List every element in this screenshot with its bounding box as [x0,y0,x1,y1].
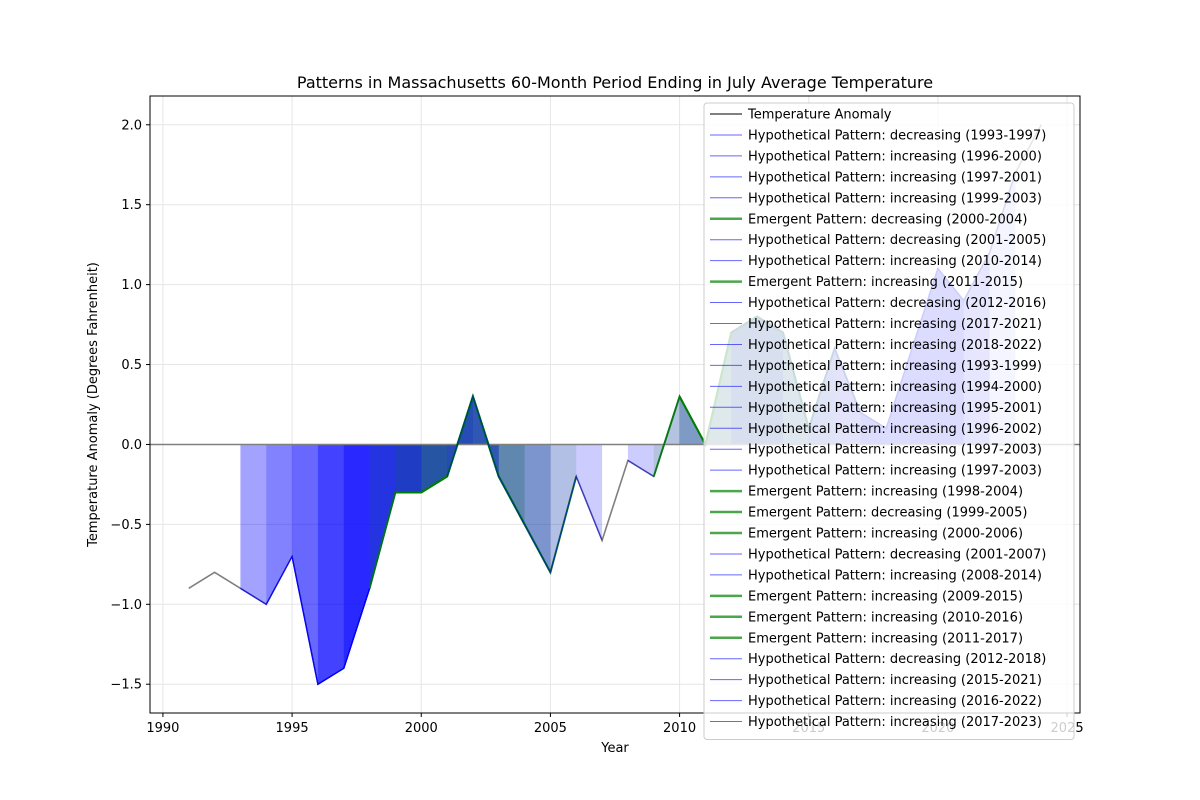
legend-label: Hypothetical Pattern: increasing (2017-2… [748,317,1042,332]
legend-label: Hypothetical Pattern: increasing (2017-2… [748,715,1042,730]
chart-title: Patterns in Massachusetts 60-Month Perio… [297,73,933,92]
emergent-pattern-fill [395,396,551,573]
legend-label: Hypothetical Pattern: increasing (2015-2… [748,673,1042,688]
legend-label: Temperature Anomaly [747,108,892,123]
legend-box [703,102,1075,740]
legend-label: Hypothetical Pattern: decreasing (2012-2… [748,296,1046,311]
legend-label: Hypothetical Pattern: increasing (1996-2… [748,422,1042,437]
y-axis-ticks: −1.5 −1.0 −0.5 0.0 0.5 1.0 1.5 2.0 [110,118,150,693]
legend-label: Hypothetical Pattern: increasing (1997-2… [748,464,1042,479]
legend-label: Hypothetical Pattern: decreasing (2001-2… [748,547,1046,562]
emergent-pattern-fill [421,396,577,573]
legend-label: Emergent Pattern: increasing (2010-2016) [748,610,1023,625]
y-tick-label: 1.5 [121,198,142,213]
legend-label: Hypothetical Pattern: increasing (1997-2… [748,443,1042,458]
legend-label: Hypothetical Pattern: increasing (1999-2… [748,191,1042,206]
hypothetical-pattern-line [446,394,603,575]
hypothetical-pattern-fill [266,444,422,685]
legend-label: Hypothetical Pattern: increasing (2016-2… [748,694,1042,709]
legend-label: Hypothetical Pattern: decreasing (2012-2… [748,652,1046,667]
y-tick-label: −0.5 [110,518,142,533]
emergent-pattern-fill [421,396,525,525]
y-tick-label: 0.0 [121,438,142,453]
legend-label: Hypothetical Pattern: decreasing (1993-1… [748,128,1046,143]
x-tick-label: 1995 [276,721,309,736]
hypothetical-pattern-fill [343,444,448,669]
y-tick-label: −1.0 [110,598,142,613]
legend-label: Emergent Pattern: increasing (2011-2017) [748,631,1023,646]
legend-label: Hypothetical Pattern: increasing (1996-2… [748,149,1042,164]
x-tick-label: 1990 [146,721,179,736]
x-tick-label: 2000 [405,721,438,736]
hypothetical-pattern-fill [447,396,603,573]
legend-label: Hypothetical Pattern: increasing (1994-2… [748,380,1042,395]
hypothetical-pattern-fill [343,396,499,669]
legend-label: Emergent Pattern: increasing (2009-2015) [748,589,1023,604]
hypothetical-pattern-fill [343,396,499,669]
legend: Temperature Anomaly Hypothetical Pattern:… [703,102,1075,740]
x-tick-label: 2010 [663,721,696,736]
legend-label: Hypothetical Pattern: increasing (1993-1… [748,359,1042,374]
y-tick-label: 1.0 [121,278,142,293]
y-tick-label: −1.5 [110,678,142,693]
legend-label: Emergent Pattern: increasing (1998-2004) [748,485,1023,500]
y-tick-label: 0.5 [121,358,142,373]
x-axis-title: Year [600,741,629,756]
legend-label: Emergent Pattern: increasing (2000-2006) [748,527,1023,542]
legend-label: Emergent Pattern: decreasing (1999-2005) [748,506,1027,521]
legend-label: Hypothetical Pattern: increasing (1995-2… [748,401,1042,416]
legend-label: Emergent Pattern: increasing (2011-2015) [748,275,1023,290]
x-tick-label: 2005 [534,721,567,736]
hypothetical-pattern-fill [447,396,551,573]
legend-label: Hypothetical Pattern: increasing (2018-2… [748,338,1042,353]
legend-label: Hypothetical Pattern: increasing (1997-2… [748,170,1042,185]
hypothetical-pattern-fill [240,444,344,685]
hypothetical-pattern-fill [292,444,448,685]
legend-label: Hypothetical Pattern: increasing (2008-2… [748,568,1042,583]
hypothetical-pattern-fill [317,444,422,685]
legend-label: Emergent Pattern: decreasing (2000-2004) [748,212,1027,227]
y-tick-label: 2.0 [121,118,142,133]
legend-label: Hypothetical Pattern: decreasing (2001-2… [748,233,1046,248]
hypothetical-pattern-fill [317,396,473,685]
hypothetical-pattern-fill [240,444,396,685]
legend-label: Hypothetical Pattern: increasing (2010-2… [748,254,1042,269]
plot-frame [149,95,1081,714]
y-axis-title: Temperature Anomaly (Degrees Fahrenheit) [86,262,101,548]
